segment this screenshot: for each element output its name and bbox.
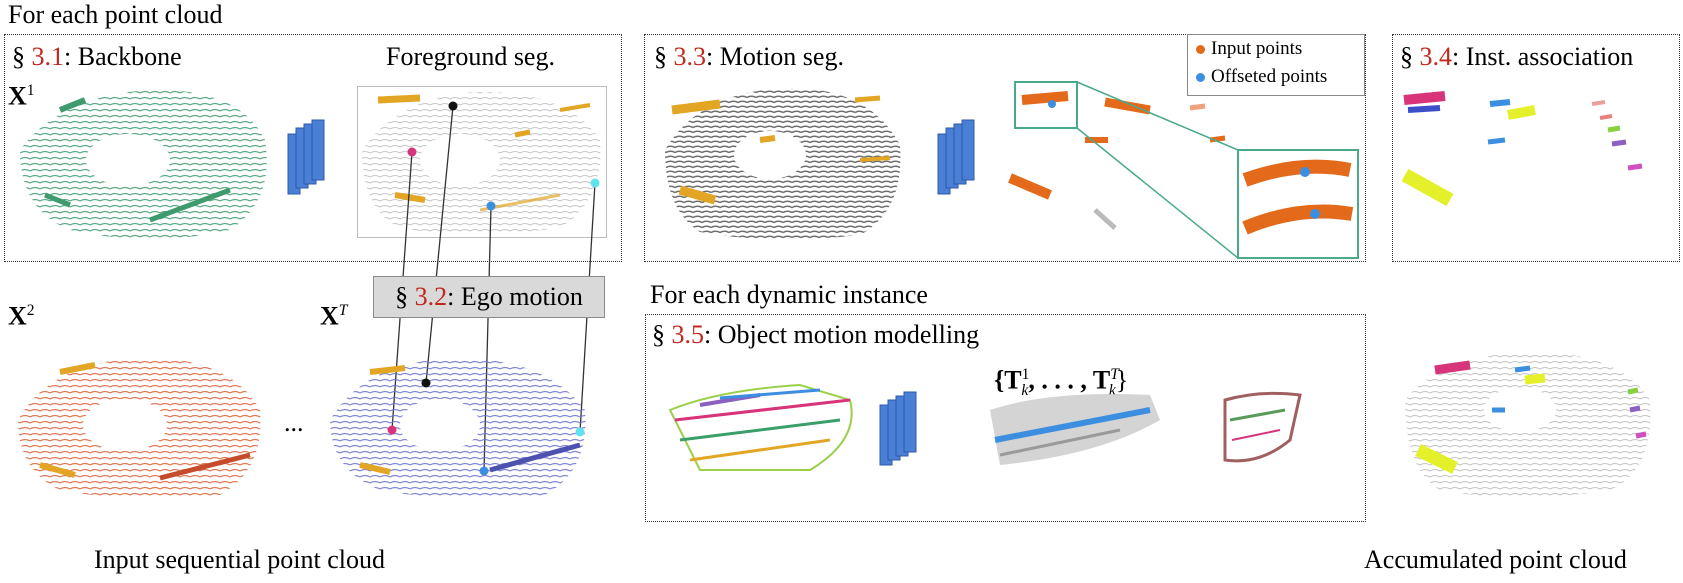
keypoint-blue <box>486 201 496 211</box>
instance-association-cloud <box>1401 91 1643 207</box>
panel-object-motion <box>645 314 1366 522</box>
legend-dot-blue <box>1196 73 1205 83</box>
point-cloud-foreground <box>362 92 601 234</box>
network-block-1 <box>287 119 325 195</box>
section-number: 3.2 <box>414 282 448 311</box>
foreground-title: Foreground seg. <box>386 42 555 71</box>
panel-motion-seg <box>644 34 1366 262</box>
ellipsis: ... <box>284 408 304 437</box>
section-number: 3.4 <box>1419 42 1453 71</box>
point-cloud-xT <box>330 357 586 499</box>
transform-set-label: {T1k, . . . , TTk} <box>994 365 1129 399</box>
accumulated-cloud <box>1405 352 1651 498</box>
top-heading: For each point cloud <box>8 0 223 29</box>
backbone-title: § 3.1: Backbone <box>12 42 182 71</box>
dynamic-instance-heading: For each dynamic instance <box>650 280 928 309</box>
panel-backbone-foreground <box>4 34 622 262</box>
association-title: § 3.4: Inst. association <box>1400 42 1634 71</box>
foreground-frame <box>357 86 607 238</box>
legend-item-offset: Offseted points <box>1196 63 1364 91</box>
xT-label: XT <box>320 301 348 331</box>
ego-motion-label: § 3.2: Ego motion <box>373 276 605 318</box>
offset-points <box>1008 81 1359 259</box>
x1-label: X1 <box>8 81 35 111</box>
section-number: 3.5 <box>671 320 705 349</box>
legend: Input points Offseted points <box>1187 34 1365 96</box>
point-cloud-x2 <box>18 357 261 499</box>
legend-dot-orange <box>1196 45 1205 55</box>
legend-item-input: Input points <box>1196 35 1364 63</box>
object-motion-title: § 3.5: Object motion modelling <box>652 320 980 349</box>
keypoint-cyan <box>590 178 600 188</box>
caption-accumulated: Accumulated point cloud <box>1364 545 1627 574</box>
object-motion-clouds <box>668 383 1302 471</box>
section-number: 3.3 <box>673 42 707 71</box>
section-number: 3.1 <box>31 42 65 71</box>
x2-label: X2 <box>8 301 35 331</box>
point-cloud-x1 <box>20 89 267 239</box>
caption-input: Input sequential point cloud <box>94 545 386 574</box>
network-block-2 <box>937 119 975 195</box>
panel-inst-association <box>1392 34 1680 262</box>
keypoint-magenta <box>407 147 417 157</box>
point-cloud-motion <box>665 88 901 240</box>
keypoint-black <box>448 101 458 111</box>
motion-seg-title: § 3.3: Motion seg. <box>654 42 844 71</box>
